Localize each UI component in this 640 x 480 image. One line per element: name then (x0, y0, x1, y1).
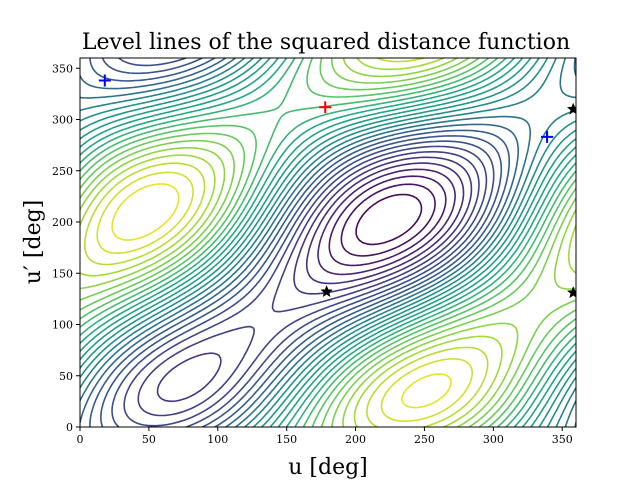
contour-lines (80, 58, 576, 427)
contour-level-line (80, 58, 576, 427)
contour-level-line (123, 145, 488, 427)
x-axis-label: u [deg] (288, 455, 368, 480)
y-tick-label: 250 (52, 165, 73, 178)
contour-level-line (156, 156, 473, 403)
x-tick-label: 250 (414, 433, 435, 446)
contour-level-line (80, 58, 576, 427)
contour-level-line (80, 58, 576, 427)
contour-level-line (89, 58, 510, 427)
contour-level-line (137, 151, 480, 417)
x-axis-ticks: 0 50 100 150 200 250 300 350 (77, 427, 573, 446)
y-axis-ticks: 0 50 100 150 200 250 300 350 (52, 62, 80, 434)
y-tick-label: 100 (52, 319, 73, 332)
contour-level-line (111, 58, 495, 427)
contour-level-line (80, 58, 576, 427)
y-tick-label: 350 (52, 62, 73, 75)
contour-level-line (80, 58, 576, 427)
x-tick-label: 150 (276, 433, 297, 446)
chart-title: Level lines of the squared distance func… (82, 30, 570, 55)
contour-level-line (80, 58, 576, 427)
saddle-star-marker (320, 285, 333, 298)
contour-level-line (80, 58, 576, 427)
saddle-star-marker (566, 286, 576, 299)
contour-level-line (96, 171, 473, 422)
x-tick-label: 50 (142, 433, 156, 446)
critical-point-markers (98, 74, 576, 299)
minimum-plus-marker (541, 130, 554, 143)
y-tick-label: 0 (66, 421, 73, 434)
plot-frame (79, 57, 577, 428)
y-tick-label: 300 (52, 114, 73, 127)
contour-level-line (355, 193, 423, 246)
contour-level-line (111, 183, 452, 409)
contour-level-line (80, 58, 576, 427)
contour-level-line (305, 162, 465, 285)
y-tick-label: 50 (59, 370, 73, 383)
y-tick-label: 150 (52, 267, 73, 280)
x-tick-label: 350 (552, 433, 573, 446)
saddle-star-marker (566, 102, 576, 115)
x-tick-label: 0 (77, 433, 84, 446)
contour-level-line (317, 168, 456, 276)
minimum-plus-marker (98, 74, 111, 87)
x-tick-label: 100 (207, 433, 228, 446)
y-tick-label: 200 (52, 216, 73, 229)
contour-level-line (340, 183, 436, 257)
contour-level-line (80, 58, 576, 427)
contour-level-line (80, 58, 576, 427)
x-tick-label: 200 (345, 433, 366, 446)
contour-level-line (80, 58, 576, 427)
maximum-plus-marker (319, 101, 332, 114)
contour-level-line (80, 58, 576, 427)
contour-level-line (100, 58, 503, 427)
contour-level-line (328, 175, 447, 267)
y-axis-label: u′ [deg] (21, 200, 46, 285)
contour-level-line (84, 58, 489, 427)
x-tick-label: 300 (483, 433, 504, 446)
